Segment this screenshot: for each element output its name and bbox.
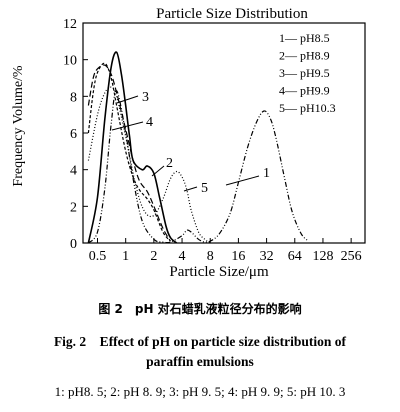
x-axis-label: Particle Size/μm xyxy=(169,264,269,280)
y-axis-label: Frequency Volume/% xyxy=(11,65,26,187)
x-tick-label: 4 xyxy=(179,249,186,264)
x-tick-label: 16 xyxy=(231,249,245,264)
y-tick-label: 12 xyxy=(63,17,77,32)
legend: 1— pH8.5 2— pH8.9 3— pH9.5 4— pH9.9 5— pH10.… xyxy=(279,31,336,115)
series-1-line xyxy=(87,90,310,243)
y-tick-label: 10 xyxy=(63,54,77,69)
series-layer xyxy=(87,51,310,243)
y-tick-label: 2 xyxy=(70,200,77,215)
x-tick-label: 128 xyxy=(312,249,333,264)
y-tick-label: 6 xyxy=(70,127,77,142)
callout-2-leader xyxy=(151,165,165,177)
callout-3-leader xyxy=(116,95,139,104)
callout-layer: 1 2 3 4 5 xyxy=(111,90,270,196)
callout-1-leader xyxy=(225,175,260,186)
figure-caption-legend: 1: pH8. 5; 2: pH 8. 9; 3: pH 9. 5; 4: pH… xyxy=(54,384,346,399)
x-tick-label: 32 xyxy=(260,249,274,264)
figure-caption-chinese: 图 2 pH 对石蜡乳液粒径分布的影响 xyxy=(98,302,302,316)
legend-item-4: 4— pH9.9 xyxy=(279,84,330,98)
x-tick-label: 64 xyxy=(288,249,302,264)
callout-5-label: 5 xyxy=(201,181,208,196)
callout-5-leader xyxy=(183,186,198,192)
callout-2-label: 2 xyxy=(166,156,173,171)
callout-3-label: 3 xyxy=(142,90,149,105)
x-tick-label: 256 xyxy=(341,249,362,264)
series-2-line xyxy=(87,51,178,243)
legend-item-2: 2— pH8.9 xyxy=(279,49,330,63)
figure-caption-english-cont: paraffin emulsions xyxy=(146,354,254,369)
x-tick-label: 8 xyxy=(207,249,214,264)
callout-4-label: 4 xyxy=(146,115,153,130)
legend-item-1: 1— pH8.5 xyxy=(279,31,330,45)
callout-4-leader xyxy=(111,121,144,131)
y-tick-label: 8 xyxy=(70,90,77,105)
series-4-line xyxy=(87,62,171,242)
legend-item-3: 3— pH9.5 xyxy=(279,66,330,80)
y-tick-label: 0 xyxy=(70,237,77,252)
x-tick-label: 1 xyxy=(122,249,129,264)
x-tick-label: 2 xyxy=(150,249,157,264)
chart-title: Particle Size Distribution xyxy=(156,6,308,22)
x-tick-label: 0.5 xyxy=(89,249,107,264)
series-5-line xyxy=(87,86,211,243)
figure-caption-english: Fig. 2 Effect of pH on particle size dis… xyxy=(53,334,347,349)
legend-item-5: 5— pH10.3 xyxy=(279,101,336,115)
callout-1-label: 1 xyxy=(263,166,270,181)
particle-size-chart: Particle Size Distribution 0.5 1 2 4 8 16 32 64… xyxy=(11,6,366,280)
y-tick-label: 4 xyxy=(70,164,77,179)
series-3-line xyxy=(87,64,171,242)
